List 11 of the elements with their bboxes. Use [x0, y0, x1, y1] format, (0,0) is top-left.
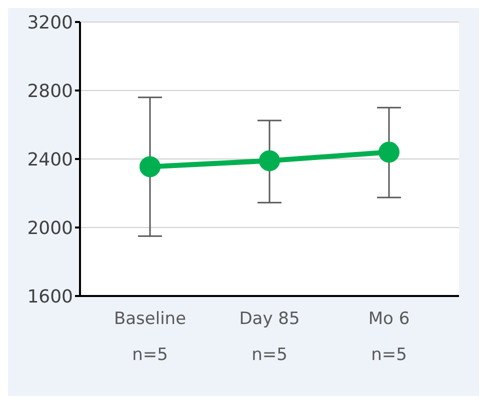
- x-tick-label: Day 85 n=5: [239, 309, 300, 365]
- y-tick-label: 3200: [27, 12, 73, 34]
- y-tick-label: 2000: [27, 218, 73, 239]
- x-tick-label: Baseline n=5: [114, 309, 186, 365]
- x-tick-label: Mo 6 n=5: [368, 309, 410, 365]
- y-tick-label: 2800: [27, 80, 73, 102]
- y-tick-label: 1600: [27, 286, 73, 308]
- point: [140, 156, 160, 178]
- point: [259, 150, 280, 172]
- y-tick-label: 2400: [27, 149, 73, 170]
- point: [378, 142, 400, 163]
